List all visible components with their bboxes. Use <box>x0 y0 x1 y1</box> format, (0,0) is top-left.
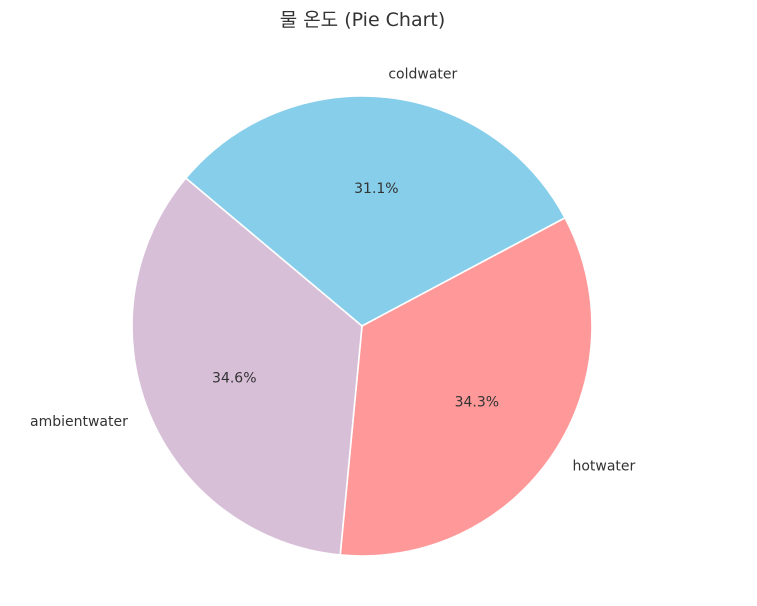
pie-slice-ambientwater <box>131 177 363 556</box>
pct-label-hotwater: 34.3% <box>455 395 499 411</box>
slice-label-coldwater: coldwater <box>388 66 457 82</box>
pie-slice-coldwater <box>185 95 566 327</box>
pct-label-ambientwater: 34.6% <box>212 370 256 386</box>
pct-label-coldwater: 31.1% <box>354 181 398 197</box>
slice-label-ambientwater: ambientwater <box>30 414 128 430</box>
chart-title: 물 온도 (Pie Chart) <box>279 9 446 31</box>
pie-slice-hotwater <box>339 217 593 557</box>
slice-label-hotwater: hotwater <box>572 458 635 474</box>
